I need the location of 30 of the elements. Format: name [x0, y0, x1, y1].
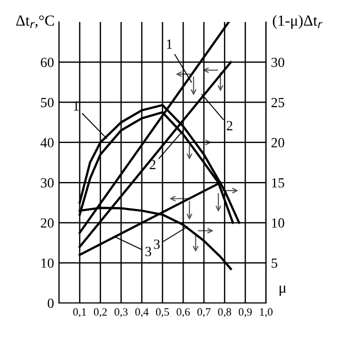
annotation: 2	[226, 120, 232, 130]
y2-tick-label: 10	[272, 218, 284, 228]
y-tick-label: 20	[40, 218, 54, 228]
x-axis-title: μ	[280, 286, 286, 296]
y-tick-label: 60	[40, 58, 54, 68]
annotation: 1	[167, 40, 172, 49]
x-tick-label: 0,9	[238, 308, 252, 318]
y2-tick-label: 20	[271, 138, 284, 148]
y-tick-label: 10	[41, 258, 54, 268]
y2-tick-label: 5	[272, 258, 278, 268]
y-tick-label: 50	[41, 98, 54, 108]
y-axis-title: Δt$_{r}$,°C	[16, 15, 54, 28]
x-tick-label: 0,4	[135, 308, 149, 318]
x-tick-label: 0,6	[176, 308, 190, 318]
y-tick-label: 30	[40, 178, 54, 188]
y-tick-label: 0	[48, 298, 54, 308]
x-tick-label: 1,0	[260, 308, 273, 318]
annotation: 3	[154, 240, 160, 249]
x-tick-label: 0,7	[197, 308, 211, 318]
x-tick-label: 0,2	[94, 308, 107, 318]
y2-tick-label: 30	[272, 58, 284, 68]
y2-tick-label: 25	[271, 98, 284, 108]
annotation: 3	[145, 246, 152, 256]
x-tick-label: 0,1	[73, 308, 86, 318]
x-tick-label: 0,5	[156, 308, 170, 318]
y-tick-label: 40	[40, 138, 54, 148]
x-tick-label: 0,8	[218, 308, 232, 318]
x-tick-label: 0,3	[114, 308, 128, 318]
y2-tick-label: 15	[272, 178, 284, 188]
y2-axis-title: (1-μ)Δt$_{r}$	[272, 14, 322, 29]
